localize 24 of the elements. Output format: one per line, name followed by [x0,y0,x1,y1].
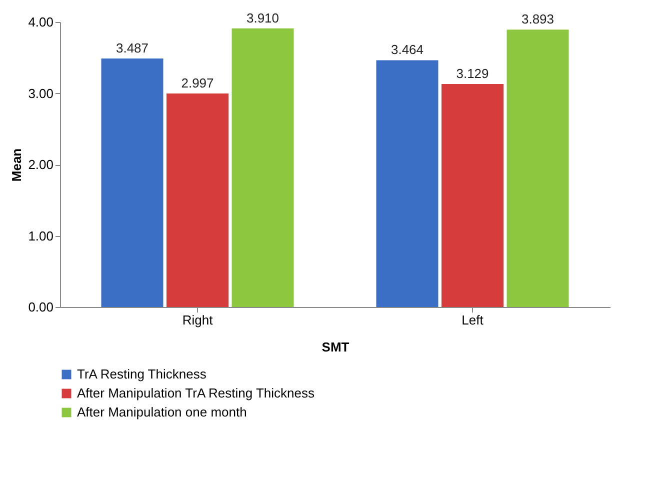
data-label: 3.893 [521,12,554,27]
bar [166,93,228,307]
data-label: 2.997 [181,75,214,90]
y-axis-title: Mean [9,148,24,182]
legend-label: After Manipulation one month [77,404,247,420]
x-tick-label: Right [182,312,214,328]
data-label: 3.129 [456,66,489,82]
y-tick-label: 0.00 [28,300,54,314]
data-label: 3.464 [390,42,424,58]
y-tick-label: 2.00 [28,157,54,172]
y-tick-label: 3.00 [28,86,54,101]
bar [232,28,294,307]
y-tick-label: 1.00 [28,228,54,244]
x-axis-title: SMT [322,340,350,354]
bar [376,60,438,307]
bar [101,58,164,307]
data-label: 3.910 [246,10,280,26]
bar [506,30,569,307]
legend-label: TrA Resting Thickness [77,366,207,382]
x-tick-label: Left [462,312,484,328]
legend-label: After Manipulation TrA Resting Thickness [77,386,315,400]
y-tick-label: 4.00 [28,14,54,30]
bar [442,84,504,307]
data-label: 3.487 [116,40,149,56]
